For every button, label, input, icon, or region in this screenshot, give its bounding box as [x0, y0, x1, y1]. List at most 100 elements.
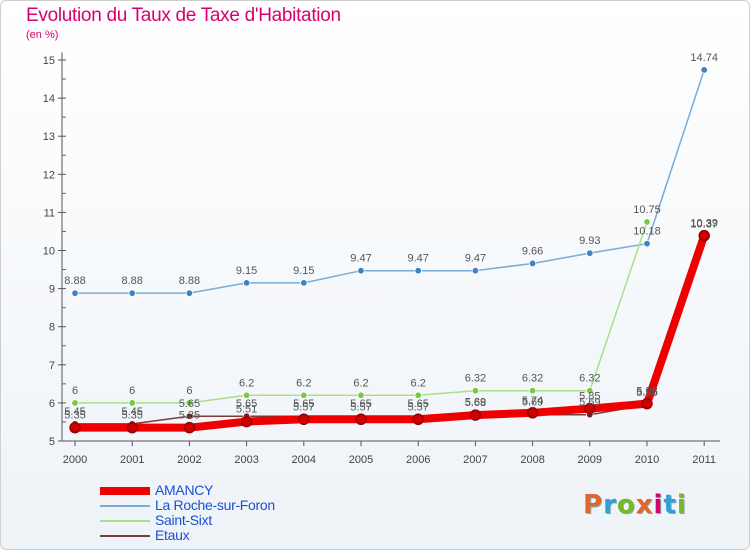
- data-point-la-roche-sur-foron: [643, 239, 651, 248]
- data-label-etaux: 5.65: [236, 398, 257, 410]
- data-point-amancy: [584, 402, 596, 415]
- data-point-la-roche-sur-foron: [71, 289, 79, 297]
- y-tick-label: 7: [49, 360, 55, 372]
- y-tick-label: 6: [49, 398, 55, 410]
- data-point-amancy: [240, 415, 253, 428]
- data-label-etaux: 5.45: [64, 406, 85, 418]
- data-point-saint-sixt: [71, 399, 79, 407]
- data-point-la-roche-sur-foron: [242, 279, 251, 287]
- x-tick-label: 2002: [177, 454, 201, 466]
- chart-title: Evolution du Taux de Taxe d'Habitation: [26, 5, 341, 26]
- data-label-amancy: 5.57: [293, 401, 314, 413]
- data-label-amancy: 5.57: [407, 401, 428, 413]
- data-point-amancy: [126, 421, 138, 434]
- data-point-la-roche-sur-foron: [185, 289, 194, 297]
- data-label-saint-sixt: 6.32: [579, 373, 600, 385]
- data-point-amancy: [526, 407, 539, 419]
- data-label-etaux: 5.45: [121, 406, 142, 418]
- x-tick-label: 2007: [463, 454, 487, 466]
- data-point-amancy: [69, 421, 81, 434]
- y-tick-label: 8: [49, 322, 55, 334]
- data-label-saint-sixt: 6.32: [522, 373, 543, 385]
- data-label-saint-sixt: 6.2: [296, 377, 311, 389]
- data-label-saint-sixt: 6: [129, 385, 135, 397]
- series-line-saint-sixt: [74, 221, 648, 404]
- chart-legend: AMANCY La Roche-sur-Foron Saint-Sixt Etaux: [100, 482, 340, 544]
- series-line-amancy: [71, 231, 709, 432]
- data-label-etaux: 5.69: [465, 397, 486, 409]
- data-label-saint-sixt: 10.75: [633, 204, 661, 216]
- data-point-la-roche-sur-foron: [414, 266, 422, 275]
- data-label-amancy: 10.39: [690, 218, 718, 230]
- data-point-amancy: [469, 409, 482, 421]
- data-label-etaux: 5.95: [636, 387, 657, 399]
- proxiti-logo: Proxiti: [583, 490, 687, 520]
- x-tick-label: 2008: [520, 454, 544, 466]
- data-point-amancy: [183, 421, 196, 434]
- data-label-saint-sixt: 6.2: [239, 377, 254, 389]
- x-tick-label: 2009: [578, 454, 602, 466]
- data-point-saint-sixt: [128, 399, 136, 407]
- data-label-saint-sixt: 6.2: [411, 377, 426, 389]
- data-label-etaux: 5.65: [293, 398, 314, 410]
- data-label-la-roche-sur-foron: 10.18: [633, 226, 661, 238]
- legend-label: La Roche-sur-Foron: [155, 497, 275, 513]
- data-label-etaux: 5.65: [179, 398, 200, 410]
- data-label-la-roche-sur-foron: 9.15: [293, 265, 314, 277]
- y-tick-label: 13: [43, 131, 55, 143]
- y-tick-label: 11: [44, 207, 55, 219]
- data-label-saint-sixt: 6.2: [353, 377, 368, 389]
- data-point-saint-sixt: [586, 387, 594, 395]
- y-tick-label: 15: [43, 55, 55, 67]
- x-tick-label: 2005: [349, 454, 373, 466]
- data-point-saint-sixt: [528, 387, 537, 395]
- x-tick-label: 2011: [692, 454, 716, 466]
- data-point-saint-sixt: [357, 391, 365, 399]
- y-tick-label: 12: [43, 169, 55, 181]
- data-point-amancy: [641, 397, 653, 410]
- data-labels-layer: 8.88 8.88 8.88 9.15 9.15 9.47 9.47 9.47 9.66 9.93…: [64, 52, 718, 422]
- series-layer: [69, 66, 710, 434]
- legend-item: Etaux: [100, 527, 340, 544]
- data-point-saint-sixt: [300, 391, 308, 399]
- data-point-la-roche-sur-foron: [586, 249, 594, 257]
- legend-swatch: [100, 520, 150, 522]
- data-point-saint-sixt: [471, 387, 480, 395]
- data-label-amancy: 5.35: [179, 410, 200, 422]
- x-tick-label: 2004: [292, 454, 316, 466]
- data-label-saint-sixt: 6: [72, 385, 78, 397]
- chart-subtitle: (en %): [26, 29, 59, 41]
- legend-label: Etaux: [155, 527, 190, 543]
- y-tick-label: 5: [49, 436, 55, 448]
- data-label-amancy: 5.74: [522, 395, 543, 407]
- data-point-la-roche-sur-foron: [700, 66, 708, 74]
- data-label-etaux: 5.69: [579, 397, 600, 409]
- data-point-amancy: [412, 413, 424, 426]
- data-point-saint-sixt: [414, 391, 422, 399]
- legend-item: Saint-Sixt: [100, 512, 340, 529]
- data-point-la-roche-sur-foron: [471, 266, 480, 275]
- legend-swatch: [100, 505, 150, 507]
- data-point-la-roche-sur-foron: [357, 266, 365, 275]
- data-label-amancy: 5.68: [465, 397, 486, 409]
- data-label-la-roche-sur-foron: 9.47: [407, 253, 428, 265]
- data-label-saint-sixt: 6: [186, 385, 192, 397]
- data-point-amancy: [298, 413, 310, 426]
- chart-axes: 5 6 7 8 9 10 11 12 13 14 15 2000 2001 2002 2003 2004 200…: [43, 52, 720, 466]
- data-label-la-roche-sur-foron: 14.74: [690, 52, 718, 64]
- data-label-amancy: 5.35: [121, 410, 142, 422]
- data-label-amancy: 5.98: [636, 386, 657, 398]
- x-tick-label: 2006: [406, 454, 430, 466]
- legend-swatch: [100, 535, 150, 537]
- legend-item: La Roche-sur-Foron: [100, 497, 340, 514]
- data-label-amancy: 5.57: [350, 401, 371, 413]
- legend-label: AMANCY: [155, 482, 214, 498]
- data-point-saint-sixt: [185, 399, 194, 407]
- legend-item: AMANCY: [100, 482, 340, 499]
- data-point-la-roche-sur-foron: [528, 259, 537, 268]
- x-tick-label: 2001: [120, 454, 144, 466]
- data-label-amancy: 5.35: [64, 410, 85, 422]
- data-label-la-roche-sur-foron: 9.66: [522, 245, 543, 257]
- x-tick-label: 2010: [635, 454, 659, 466]
